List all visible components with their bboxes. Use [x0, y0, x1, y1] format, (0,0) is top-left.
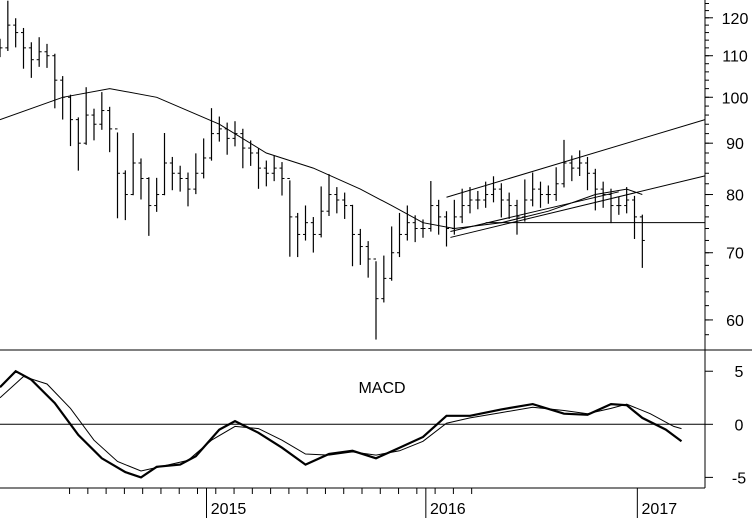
- macd-panel: MACD: [0, 369, 705, 479]
- x-tick-label: 2017: [642, 501, 678, 518]
- price-panel: [0, 0, 706, 340]
- price-y-tick-label: 90: [726, 136, 744, 153]
- macd-signal-line: [0, 375, 682, 472]
- price-y-tick-label: 110: [722, 49, 748, 66]
- trendline-2: [450, 175, 706, 238]
- trendline-3: [450, 191, 619, 232]
- macd-y-tick-label: -5: [732, 470, 746, 487]
- price-y-tick-label: 60: [726, 313, 744, 330]
- price-y-tick-label: 80: [726, 188, 744, 205]
- price-y-tick-label: 120: [722, 11, 749, 28]
- price-y-tick-label: 100: [722, 90, 749, 107]
- x-tick-label: 2015: [211, 501, 247, 518]
- macd-y-tick-label: 5: [735, 364, 744, 381]
- macd-y-tick-label: 0: [735, 417, 744, 434]
- x-tick-label: 2016: [430, 501, 466, 518]
- price-y-tick-label: 70: [726, 246, 744, 263]
- trendline-1: [446, 119, 706, 198]
- macd-title: MACD: [358, 380, 405, 397]
- macd-line: [0, 369, 683, 479]
